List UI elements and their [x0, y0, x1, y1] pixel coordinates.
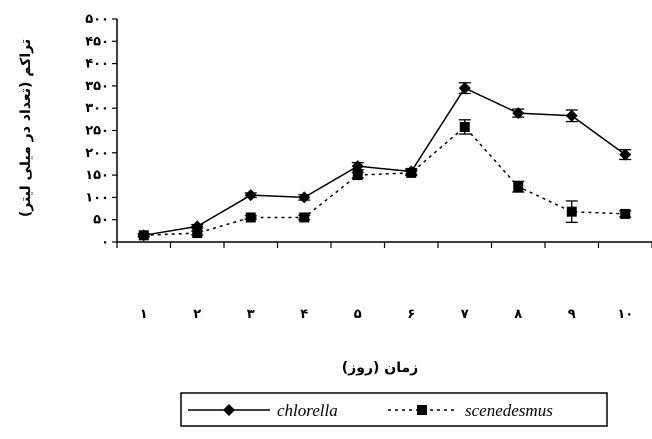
data-point-scenedesmus: [192, 228, 203, 239]
data-point-scenedesmus: [459, 121, 470, 132]
legend-label-scenedesmus: scenedesmus: [465, 401, 553, 420]
data-point-scenedesmus: [138, 230, 149, 241]
x-tick-label: ٣: [247, 307, 255, 322]
data-point-scenedesmus: [620, 208, 631, 219]
y-axis-title: تراکم (تعداد در میلی لیتر): [18, 39, 34, 217]
data-point-scenedesmus: [566, 206, 577, 217]
y-tick-label: ۴٠٠: [85, 57, 109, 72]
y-tick-label: ١٠٠: [85, 190, 109, 205]
x-tick-label: ۵: [354, 307, 362, 322]
plot-area: ٠ ۵٠ ١٠٠ ١۵٠ ٢٠٠ ٢۵٠ ٣٠٠ ٣۵٠ ۴٠٠ ۴۵٠ ۵٠٠ ١ ٢ ٣ ۴ ۵ ۶ ٧ ٨ ٩ ١…: [85, 12, 652, 322]
data-point-scenedesmus: [406, 167, 417, 178]
x-tick-label: ٧: [461, 307, 469, 322]
y-tick-label: ٣٠٠: [85, 101, 109, 116]
series-line-chlorella: [143, 87, 626, 237]
x-tick-label: ١: [140, 307, 148, 322]
data-point-scenedesmus: [299, 212, 310, 223]
y-tick-label: ١۵٠: [85, 168, 109, 183]
y-tick-label: ۵٠: [93, 213, 109, 228]
legend-box: [180, 392, 608, 427]
series-line-scenedesmus: [143, 125, 626, 237]
y-tick-label: ۴۵٠: [85, 34, 109, 49]
legend-label-chlorella: chlorella: [277, 401, 338, 420]
x-axis-title: زمان (روز): [342, 360, 418, 376]
y-tick-label: ٣۵٠: [85, 79, 109, 94]
data-point-scenedesmus: [352, 170, 363, 181]
data-point-scenedesmus: [245, 212, 256, 223]
data-point-chlorella: [351, 160, 364, 173]
data-point-chlorella: [244, 189, 257, 202]
data-point-chlorella: [298, 191, 311, 204]
data-point-chlorella: [458, 82, 471, 95]
legend-marker-scenedesmus: [417, 405, 427, 415]
y-tick-label: ۵٠٠: [85, 12, 109, 27]
y-tick-label: ٢٠٠: [85, 146, 109, 161]
x-tick-label: ٩: [568, 307, 576, 322]
data-point-chlorella: [619, 148, 632, 161]
x-tick-label: ١٠: [617, 307, 633, 322]
x-tick-label: ٢: [193, 307, 201, 322]
x-tick-label: ٨: [514, 307, 522, 322]
y-tick-label: ٠: [101, 235, 109, 250]
y-tick-label: ٢۵٠: [85, 124, 109, 139]
legend-marker-chlorella: [223, 404, 235, 416]
x-tick-label: ۶: [407, 307, 415, 322]
legend: chlorella scenedesmus: [180, 392, 608, 427]
data-point-scenedesmus: [513, 181, 524, 192]
data-point-chlorella: [565, 109, 578, 122]
data-point-chlorella: [512, 107, 525, 120]
x-tick-label: ۴: [300, 307, 308, 322]
